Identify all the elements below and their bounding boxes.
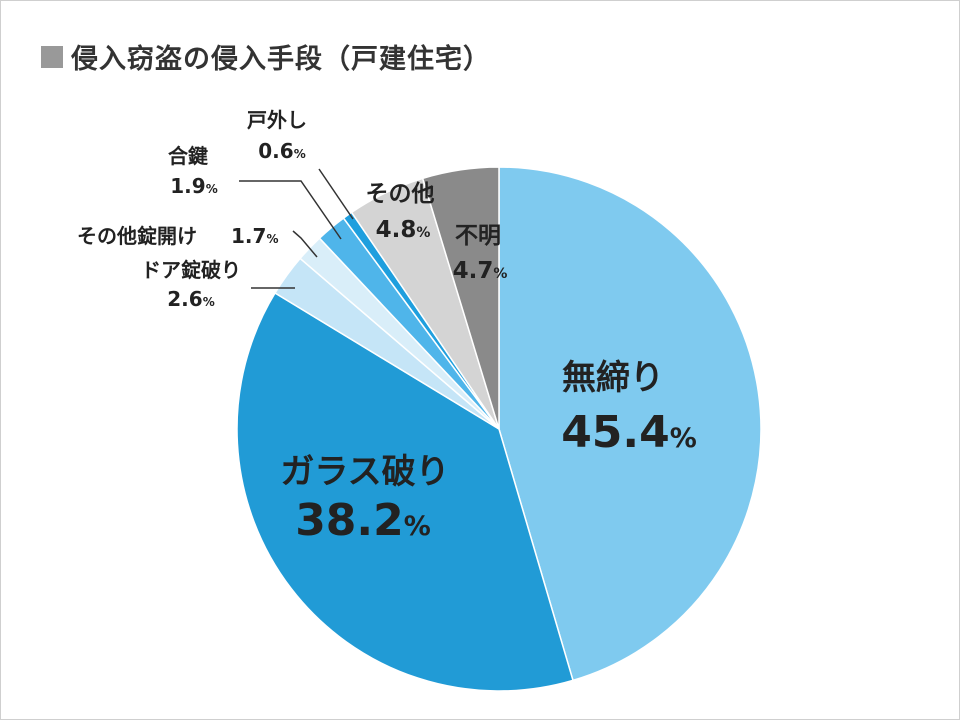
slice-label-6: 戸外し bbox=[247, 108, 307, 132]
slice-value-8: 4.7% bbox=[453, 258, 508, 284]
slice-value-6: 0.6% bbox=[258, 139, 305, 163]
slice-value-2: 38.2% bbox=[295, 495, 431, 546]
slice-label-5: 合鍵 bbox=[168, 144, 208, 168]
slice-2 bbox=[236, 292, 574, 692]
leader-lines bbox=[239, 168, 354, 289]
slice-value-5: 1.9% bbox=[170, 174, 217, 198]
chart-title: 侵入窃盗の侵入手段（戸建住宅） bbox=[41, 37, 491, 76]
slice-value-7: 4.8% bbox=[376, 217, 431, 243]
leader-line-4 bbox=[292, 230, 318, 258]
leader-line-6 bbox=[318, 168, 354, 220]
chart-title-text: 侵入窃盗の侵入手段（戸建住宅） bbox=[71, 44, 491, 75]
slice-value-1: 45.4% bbox=[561, 407, 697, 458]
slice-value-4: 1.7% bbox=[231, 224, 278, 248]
slice-label-4: その他錠開け bbox=[77, 224, 197, 248]
slice-label-3: ドア錠破り bbox=[141, 258, 241, 282]
slice-8 bbox=[421, 166, 500, 430]
slice-1 bbox=[498, 166, 762, 682]
slice-label-1: 無締り bbox=[562, 358, 664, 398]
slice-label-2: ガラス破り bbox=[280, 452, 449, 492]
square-bullet-icon bbox=[41, 45, 63, 68]
slice-value-3: 2.6% bbox=[167, 287, 214, 311]
leader-line-5 bbox=[239, 180, 342, 240]
slice-label-7: その他 bbox=[366, 181, 435, 207]
pie-slices bbox=[236, 166, 762, 692]
slice-label-8: 不明 bbox=[455, 223, 501, 249]
